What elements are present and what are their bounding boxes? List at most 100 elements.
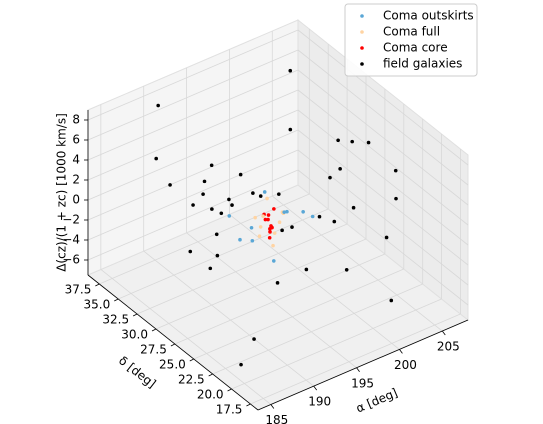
point — [238, 237, 242, 242]
y-tick-label: 20.0 — [197, 388, 224, 402]
grid-line — [87, 169, 299, 261]
point — [262, 190, 267, 194]
point — [384, 235, 389, 240]
grid-line — [87, 129, 299, 221]
point — [344, 267, 349, 272]
point — [290, 225, 294, 229]
tick-mark — [356, 367, 360, 372]
point — [257, 234, 262, 238]
legend-label: Coma outskirts — [383, 9, 474, 23]
z-tick-label: 2 — [72, 173, 80, 187]
grid-line — [87, 49, 299, 141]
tick-mark — [270, 404, 275, 409]
point — [191, 203, 195, 207]
point — [201, 192, 205, 196]
tick-mark — [246, 403, 251, 407]
point — [277, 220, 282, 225]
grid-line — [136, 223, 348, 315]
point — [263, 217, 268, 222]
y-tick-label: 32.5 — [102, 313, 129, 327]
grid-line — [155, 238, 367, 330]
right-pane — [297, 18, 469, 322]
point — [351, 205, 356, 210]
legend-marker — [360, 30, 364, 34]
tick-mark — [189, 358, 194, 362]
z-tick-label: 0 — [72, 193, 80, 207]
point — [266, 217, 270, 222]
point — [265, 196, 269, 201]
tick-mark — [151, 328, 157, 332]
point — [304, 267, 309, 272]
point — [389, 298, 394, 303]
legend-marker — [360, 46, 364, 50]
point — [338, 167, 342, 171]
point — [210, 207, 214, 211]
point — [252, 337, 256, 341]
point — [269, 224, 273, 228]
tick-mark — [227, 388, 232, 392]
grid-line — [143, 250, 314, 387]
y-axis-label: δ [deg] — [116, 353, 159, 391]
point — [230, 203, 234, 207]
grid-line — [250, 313, 461, 405]
point — [251, 191, 255, 195]
grid-line — [229, 214, 400, 350]
point — [336, 138, 340, 143]
point — [366, 140, 371, 145]
point — [271, 259, 276, 263]
grid-line — [272, 195, 443, 332]
point — [332, 219, 337, 224]
point — [188, 249, 193, 254]
point — [154, 156, 158, 161]
point — [268, 227, 272, 231]
grid-line — [118, 208, 329, 300]
z-tick-label: 8 — [72, 113, 80, 127]
point — [253, 215, 257, 220]
point — [208, 266, 213, 271]
point — [271, 243, 275, 248]
point — [277, 192, 281, 196]
x-tick-label: 200 — [394, 358, 417, 372]
y-tick-label: 35.0 — [84, 298, 111, 312]
point — [275, 281, 280, 285]
grid-line — [186, 232, 357, 369]
z-tick-label: 6 — [72, 133, 80, 147]
tick-mark — [132, 313, 138, 317]
y-tick-label: 27.5 — [140, 343, 167, 357]
z-tick-label: 4 — [72, 153, 80, 167]
grid-line — [297, 129, 469, 266]
point — [268, 230, 272, 234]
grid-line — [231, 298, 442, 390]
point — [272, 207, 276, 211]
tick-mark — [399, 349, 403, 354]
grid-line — [87, 29, 299, 121]
tick-mark — [441, 330, 446, 336]
grid-line — [87, 89, 299, 181]
point — [317, 214, 322, 219]
z-tick-label: −2 — [62, 213, 80, 227]
point — [238, 172, 243, 177]
point — [209, 163, 214, 168]
grid-line — [100, 269, 272, 405]
points — [154, 68, 398, 367]
z-tick-label: −4 — [62, 233, 80, 247]
legend-box — [344, 3, 478, 77]
x-tick-label: 195 — [351, 376, 374, 390]
point — [250, 238, 255, 243]
grid-line — [87, 69, 299, 161]
point — [214, 232, 219, 237]
point — [310, 214, 315, 219]
grid — [87, 29, 469, 405]
grid-line — [297, 149, 469, 286]
point — [239, 362, 243, 367]
grid-line — [212, 283, 423, 375]
point — [285, 209, 289, 214]
point — [219, 211, 224, 216]
point — [267, 235, 272, 240]
point — [227, 197, 231, 202]
point — [288, 127, 293, 132]
tick-mark — [114, 298, 119, 302]
point — [350, 139, 355, 144]
point — [258, 225, 263, 229]
